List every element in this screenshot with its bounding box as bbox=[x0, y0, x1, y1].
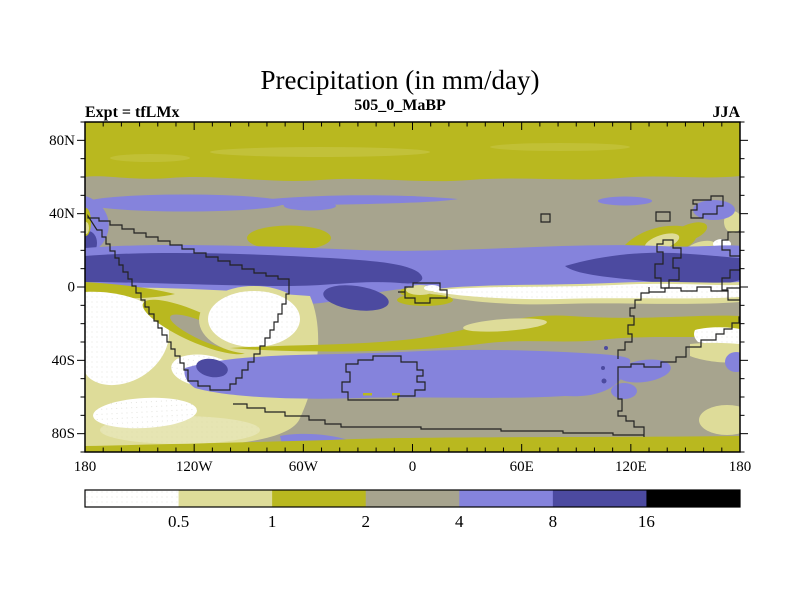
colorbar-boundary-label: 4 bbox=[455, 512, 464, 531]
colorbar bbox=[85, 490, 741, 507]
colorbar-labels: 0.5 1 2 4 8 16 bbox=[168, 512, 655, 531]
lon-tick-label: 60E bbox=[510, 459, 534, 475]
colorbar-segment bbox=[85, 490, 180, 507]
lon-tick-label: 180 bbox=[74, 459, 97, 475]
lat-tick-label: 80N bbox=[49, 133, 75, 149]
colorbar-segment bbox=[365, 490, 460, 507]
colorbar-boundary-label: 8 bbox=[549, 512, 558, 531]
axis-ticks bbox=[77, 121, 748, 453]
lon-tick-label: 60W bbox=[289, 459, 319, 475]
colorbar-boundary-label: 1 bbox=[268, 512, 277, 531]
colorbar-boundary-label: 0.5 bbox=[168, 512, 189, 531]
longitude-axis-labels: 180 120W 60W 0 60E 120E 180 bbox=[74, 459, 752, 475]
map-field bbox=[85, 122, 740, 452]
colorbar-border bbox=[84, 489, 741, 508]
lat-tick-label: 0 bbox=[68, 280, 76, 296]
colorbar-segment bbox=[272, 490, 367, 507]
latitude-axis-labels: 80N 40N 0 40S 80S bbox=[49, 133, 75, 442]
lat-tick-label: 40N bbox=[49, 206, 75, 222]
colorbar-segment bbox=[459, 490, 554, 507]
colorbar-boundary-label: 2 bbox=[361, 512, 370, 531]
coastlines bbox=[87, 195, 740, 437]
lon-tick-label: 180 bbox=[729, 459, 752, 475]
season-label: JJA bbox=[712, 104, 740, 121]
subtitle: 505_0_MaBP bbox=[354, 97, 446, 114]
lon-tick-label: 120E bbox=[615, 459, 647, 475]
lat-tick-label: 40S bbox=[52, 353, 75, 369]
colorbar-boundary-label: 16 bbox=[638, 512, 655, 531]
experiment-label: Expt = tfLMx bbox=[85, 104, 179, 121]
lon-tick-label: 0 bbox=[409, 459, 417, 475]
colorbar-segment bbox=[552, 490, 647, 507]
colorbar-segment bbox=[646, 490, 741, 507]
page-title: Precipitation (in mm/day) bbox=[261, 65, 540, 95]
colorbar-segment bbox=[178, 490, 273, 507]
lon-tick-label: 120W bbox=[176, 459, 214, 475]
lat-tick-label: 80S bbox=[52, 426, 75, 442]
